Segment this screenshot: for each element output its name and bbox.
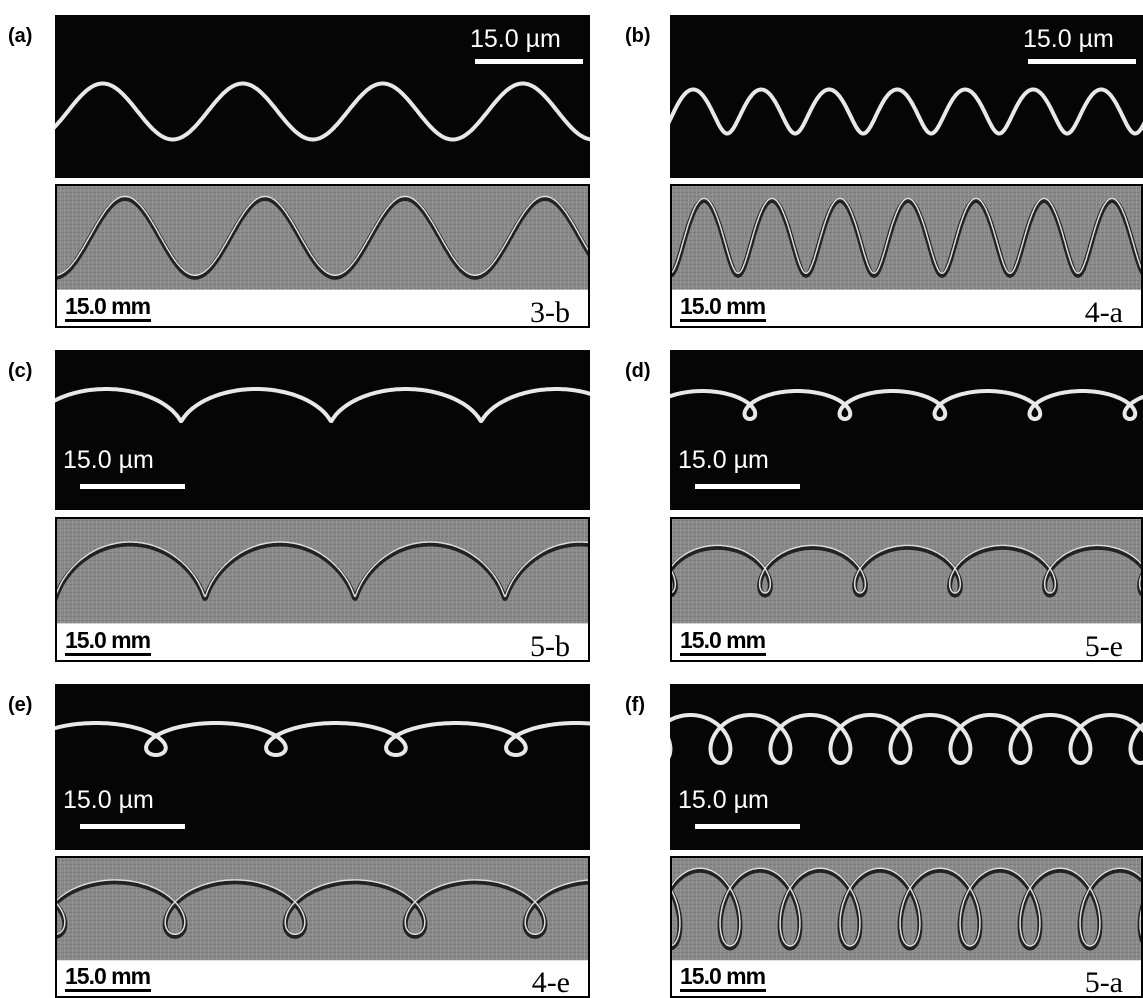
panel-label: (f) [625,694,645,716]
panel: (b) 15.0 µm 15.0 mm 4-a [625,15,1143,329]
photo [57,858,588,960]
figure: (a) 15.0 µm 15.0 mm 3-b (b) 15.0 µm 15.0 mm 4-a… [0,0,1143,998]
panel-label: (e) [8,694,32,716]
macro-scale-bar [680,653,766,656]
panel-label: (b) [625,25,651,47]
macro-scale-bar [65,319,151,322]
macro-scale-label: 15.0 mm [65,293,151,319]
micro-scale-bar [80,824,185,829]
panel: (c) 15.0 µm 15.0 mm 5-b [0,350,752,663]
panel-label: (d) [625,360,651,382]
macro-scale-bar [65,653,151,656]
macro-scale-label: 15.0 mm [680,293,766,319]
macro-scale-label: 15.0 mm [65,963,151,989]
sample-code: 3-b [530,296,570,329]
panel: (e) 15.0 µm 15.0 mm 4-e [3,684,720,998]
panel: (d) 15.0 µm 15.0 mm 5-e [625,350,1143,663]
micro-scale-bar [1028,59,1136,64]
macro-scale-bar [680,989,766,992]
sample-code: 5-a [1085,966,1123,998]
micro-scale-bar [80,484,185,489]
panel-label: (a) [8,25,32,47]
micro-scale-label: 15.0 µm [678,446,769,474]
panel-label: (c) [8,360,32,382]
micro-scale-label: 15.0 µm [678,786,769,814]
micro-scale-label: 15.0 µm [1023,25,1114,53]
macro-scale-label: 15.0 mm [65,627,151,653]
macro-scale-label: 15.0 mm [680,627,766,653]
panel: (f) 15.0 µm 15.0 mm 5-a [625,684,1143,998]
sample-code: 5-e [1085,630,1123,663]
micro-scale-bar [695,484,800,489]
photo [672,519,1141,623]
micro-scale-label: 15.0 µm [63,446,154,474]
micro-scale-bar [695,824,800,829]
macro-scale-bar [680,319,766,322]
sample-code: 5-b [530,630,570,663]
micro-scale-bar [475,59,583,64]
sample-code: 4-e [532,966,570,998]
panel: (a) 15.0 µm 15.0 mm 3-b [0,15,723,329]
macro-scale-bar [65,989,151,992]
photo [57,519,588,623]
micro-scale-label: 15.0 µm [470,25,561,53]
macro-scale-label: 15.0 mm [680,963,766,989]
micro-scale-label: 15.0 µm [63,786,154,814]
sample-code: 4-a [1085,296,1123,329]
